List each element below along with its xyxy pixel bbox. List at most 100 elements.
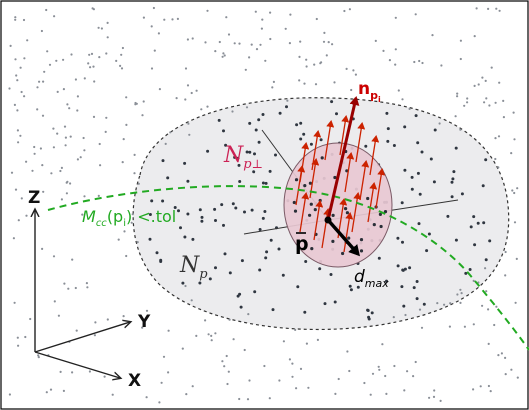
- cloud-point: [369, 393, 372, 396]
- cloud-point: [223, 54, 226, 57]
- cloud-point: [415, 280, 419, 283]
- cloud-point: [403, 389, 406, 392]
- cloud-point: [16, 109, 19, 112]
- cloud-point: [329, 273, 333, 276]
- cloud-point: [43, 70, 46, 73]
- cloud-point: [296, 285, 300, 289]
- cloud-point: [385, 392, 388, 395]
- cloud-point: [254, 10, 257, 13]
- cloud-point: [184, 284, 187, 288]
- cloud-point: [226, 382, 229, 386]
- cloud-point: [153, 49, 156, 52]
- cloud-point: [214, 332, 217, 335]
- cloud-point: [348, 369, 351, 373]
- cloud-point: [12, 237, 15, 240]
- cloud-point: [371, 372, 375, 375]
- cloud-point: [206, 105, 209, 108]
- cloud-point: [350, 88, 353, 92]
- cloud-point: [190, 299, 193, 302]
- cloud-point: [313, 63, 316, 66]
- cloud-point: [261, 18, 264, 21]
- cloud-point: [231, 110, 234, 113]
- np-perp-label-sub: p: [243, 157, 252, 172]
- cloud-point: [163, 18, 166, 21]
- cloud-point: [431, 34, 434, 37]
- cloud-point: [222, 129, 225, 133]
- cloud-point: [432, 395, 436, 398]
- cloud-point: [79, 156, 82, 159]
- cloud-point: [271, 308, 275, 312]
- curvature-label-close: ): [126, 207, 132, 226]
- cloud-point: [488, 104, 491, 107]
- cloud-point: [288, 42, 291, 45]
- cloud-point: [106, 36, 109, 39]
- cloud-point: [98, 142, 101, 146]
- cloud-point: [378, 368, 381, 371]
- cloud-point: [269, 37, 272, 41]
- cloud-point: [294, 328, 297, 331]
- cloud-point: [155, 251, 159, 255]
- dmax-label-sub: max: [365, 277, 389, 290]
- disc-point: [366, 196, 370, 201]
- cloud-point: [346, 350, 349, 353]
- cloud-point: [130, 221, 133, 224]
- local-normal-arrow: [369, 135, 380, 176]
- disc-point: [310, 247, 314, 251]
- cloud-point: [98, 56, 101, 59]
- cloud-point: [318, 267, 322, 271]
- cloud-point: [50, 172, 53, 175]
- cloud-point: [284, 27, 287, 30]
- local-normal-arrow: [324, 120, 335, 161]
- cloud-point: [74, 78, 77, 81]
- cloud-point: [319, 138, 323, 142]
- cloud-point: [227, 33, 231, 36]
- cloud-point: [511, 189, 514, 192]
- cloud-point: [74, 286, 77, 290]
- cloud-point: [402, 304, 406, 308]
- cloud-point: [261, 181, 265, 185]
- cloud-point: [286, 99, 289, 102]
- local-normal-arrow: [339, 115, 350, 156]
- cloud-point: [259, 43, 262, 46]
- cloud-point: [412, 375, 415, 378]
- cloud-point: [416, 171, 420, 175]
- cloud-point: [247, 313, 250, 316]
- cloud-point: [438, 122, 441, 125]
- cloud-point: [253, 152, 256, 156]
- cloud-point: [268, 397, 271, 400]
- local-normal-arrow: [351, 192, 362, 233]
- cloud-point: [141, 114, 144, 117]
- cloud-point: [248, 150, 252, 154]
- cloud-point: [377, 256, 381, 260]
- cloud-point: [200, 215, 204, 219]
- cloud-point: [185, 393, 188, 396]
- cloud-point: [177, 209, 180, 213]
- cloud-point: [410, 175, 414, 179]
- cloud-point: [472, 279, 475, 282]
- cloud-point: [450, 195, 454, 199]
- cloud-point: [452, 170, 456, 174]
- cloud-point: [23, 57, 26, 60]
- cloud-point: [244, 68, 247, 71]
- cloud-point: [386, 127, 390, 131]
- cloud-point: [516, 376, 519, 379]
- cloud-point: [400, 285, 404, 289]
- curvature-label-argsub: i: [123, 218, 126, 229]
- cloud-point: [60, 198, 64, 201]
- cloud-point: [459, 301, 462, 304]
- cloud-point: [377, 365, 380, 368]
- cloud-point: [190, 91, 193, 95]
- cloud-point: [222, 223, 225, 227]
- axis-y-label: Y: [137, 312, 151, 332]
- disc-point: [383, 210, 388, 214]
- cloud-point: [39, 147, 43, 150]
- cloud-point: [200, 108, 203, 111]
- normal-label-sub: p: [370, 89, 378, 102]
- cloud-point: [413, 60, 416, 64]
- cloud-point: [433, 389, 436, 392]
- cloud-point: [487, 308, 490, 311]
- cloud-point: [396, 264, 400, 268]
- cloud-point: [305, 65, 308, 68]
- cloud-point: [307, 386, 310, 389]
